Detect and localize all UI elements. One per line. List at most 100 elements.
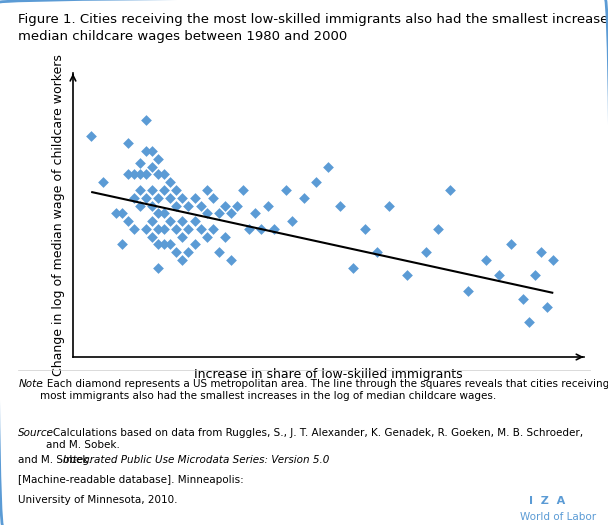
Point	[147, 202, 157, 210]
Point	[232, 202, 242, 210]
Point	[159, 170, 169, 178]
Point	[141, 116, 151, 124]
Point	[129, 194, 139, 202]
Point	[117, 209, 126, 217]
Point	[165, 217, 175, 225]
Point	[153, 225, 163, 233]
Point	[214, 248, 224, 256]
Point	[287, 217, 297, 225]
Point	[135, 159, 145, 167]
Text: University of Minnesota, 2010.: University of Minnesota, 2010.	[18, 495, 178, 505]
Point	[159, 209, 169, 217]
Point	[348, 264, 358, 272]
Point	[482, 256, 491, 264]
Point	[153, 240, 163, 248]
Point	[98, 178, 108, 186]
Point	[159, 240, 169, 248]
Point	[202, 209, 212, 217]
Point	[165, 178, 175, 186]
Point	[402, 271, 412, 280]
Point	[86, 131, 96, 140]
Point	[123, 170, 133, 178]
Point	[196, 202, 206, 210]
Text: Note: Note	[18, 379, 43, 389]
Point	[153, 170, 163, 178]
Point	[360, 225, 370, 233]
Point	[548, 256, 558, 264]
Point	[530, 271, 540, 280]
Text: [Machine-readable database]. Minneapolis:: [Machine-readable database]. Minneapolis…	[18, 475, 244, 485]
Point	[311, 178, 321, 186]
Point	[524, 318, 534, 326]
Point	[147, 233, 157, 241]
Point	[178, 256, 187, 264]
Point	[506, 240, 516, 248]
Point	[208, 225, 218, 233]
Point	[226, 256, 236, 264]
Point	[263, 202, 272, 210]
Point	[184, 225, 193, 233]
Point	[135, 186, 145, 194]
Point	[159, 186, 169, 194]
Point	[336, 202, 345, 210]
Point	[178, 194, 187, 202]
Point	[153, 194, 163, 202]
Point	[153, 264, 163, 272]
Point	[190, 217, 199, 225]
Point	[244, 225, 254, 233]
Point	[129, 170, 139, 178]
Point	[433, 225, 443, 233]
Point	[178, 217, 187, 225]
Point	[123, 139, 133, 148]
Point	[135, 202, 145, 210]
Point	[111, 209, 120, 217]
Point	[220, 233, 230, 241]
Point	[117, 240, 126, 248]
Point	[165, 194, 175, 202]
Point	[299, 194, 309, 202]
Point	[257, 225, 266, 233]
Point	[171, 225, 181, 233]
Point	[208, 194, 218, 202]
Point	[171, 186, 181, 194]
X-axis label: Increase in share of low-skilled immigrants: Increase in share of low-skilled immigra…	[194, 368, 463, 381]
Point	[123, 217, 133, 225]
Point	[384, 202, 394, 210]
Point	[226, 209, 236, 217]
Point	[171, 202, 181, 210]
Point	[518, 295, 528, 303]
Point	[135, 170, 145, 178]
Point	[147, 186, 157, 194]
Point	[159, 225, 169, 233]
Point	[220, 202, 230, 210]
Point	[141, 225, 151, 233]
Point	[323, 163, 333, 171]
Text: Integrated Public Use Microdata Series: Version 5.0: Integrated Public Use Microdata Series: …	[63, 455, 329, 465]
Point	[147, 163, 157, 171]
Point	[542, 302, 552, 311]
Point	[147, 217, 157, 225]
Text: Figure 1. Cities receiving the most low-skilled immigrants also had the smallest: Figure 1. Cities receiving the most low-…	[18, 13, 608, 43]
Point	[202, 233, 212, 241]
Point	[494, 271, 503, 280]
Point	[281, 186, 291, 194]
Point	[214, 209, 224, 217]
Point	[250, 209, 260, 217]
Point	[141, 147, 151, 155]
Point	[238, 186, 248, 194]
Point	[141, 194, 151, 202]
Text: and M. Sobek.: and M. Sobek.	[18, 455, 95, 465]
Point	[147, 147, 157, 155]
Text: : Calculations based on data from Ruggles, S., J. T. Alexander, K. Genadek, R. G: : Calculations based on data from Ruggle…	[46, 428, 582, 450]
Point	[129, 225, 139, 233]
Text: : Each diamond represents a US metropolitan area. The line through the squares r: : Each diamond represents a US metropoli…	[40, 379, 608, 402]
Point	[184, 202, 193, 210]
Text: Source: Source	[18, 428, 54, 438]
Point	[153, 155, 163, 163]
Point	[184, 248, 193, 256]
Point	[269, 225, 278, 233]
Point	[153, 209, 163, 217]
Point	[171, 248, 181, 256]
Point	[178, 233, 187, 241]
Y-axis label: Change in log of median wage of childcare workers: Change in log of median wage of childcar…	[52, 54, 64, 376]
